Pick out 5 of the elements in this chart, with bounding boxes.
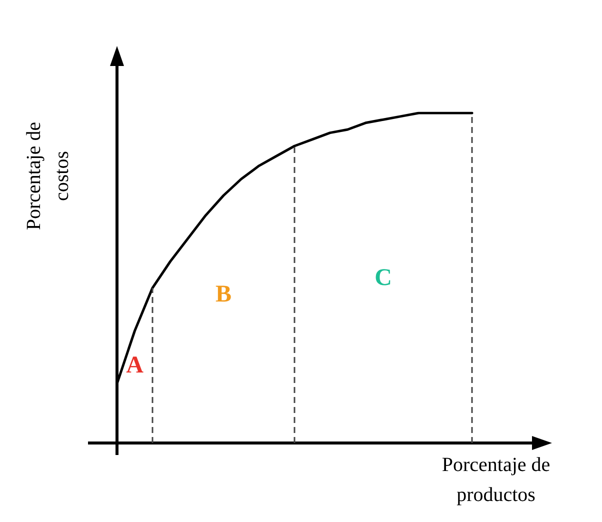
annotation: C — [374, 265, 392, 291]
annotation: B — [215, 282, 232, 308]
y-axis-title: Porcentaje de costos — [23, 122, 73, 230]
x-axis-title: Porcentaje de productos — [442, 454, 550, 506]
annotation: A — [126, 352, 144, 378]
